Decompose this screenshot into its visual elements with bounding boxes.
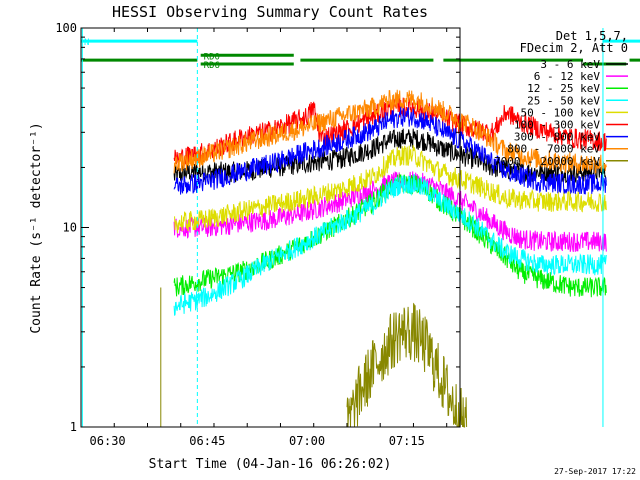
legend-item-8: 7000 - 20000 keV: [494, 155, 628, 168]
x-tick-label-2: 07:00: [289, 434, 325, 448]
legend-item-6: 300 - 800 keV: [514, 131, 628, 144]
legend-item-2: 12 - 25 keV: [527, 82, 628, 95]
series-line-7: [173, 89, 607, 174]
legend-label-5: 100 - 300 keV: [514, 119, 600, 132]
x-tick-label-0: 06:30: [90, 434, 126, 448]
x-axis-label: Start Time (04-Jan-16 06:26:02): [149, 457, 392, 472]
series-line-4: [174, 145, 607, 234]
y-axis-ticks: 1 10 100: [55, 21, 460, 434]
series-curves: [173, 89, 607, 428]
legend-label-1: 6 - 12 keV: [534, 70, 601, 83]
flag-label-0: N: [84, 38, 89, 48]
legend-item-0: 3 - 6 keV: [540, 58, 628, 71]
legend-label-8: 7000 - 20000 keV: [494, 155, 600, 168]
y-tick-label-2: 100: [55, 21, 77, 35]
legend-item-7: 800 - 7000 keV: [507, 143, 628, 156]
legend-label-7: 800 - 7000 keV: [507, 143, 600, 156]
flag-label-3: RD6: [204, 61, 220, 71]
legend-item-4: 50 - 100 keV: [521, 106, 628, 119]
legend-item-1: 6 - 12 keV: [534, 70, 628, 83]
series-line-2: [173, 173, 607, 298]
footer-date: 27-Sep-2017 17:22: [554, 467, 636, 476]
y-tick-label-0: 1: [70, 420, 77, 434]
series-line-8: [346, 302, 468, 428]
x-axis-ticks: 06:30 06:45 07:00 07:15: [80, 28, 448, 448]
legend-item-3: 25 - 50 keV: [527, 94, 628, 107]
legend-label-4: 50 - 100 keV: [521, 106, 601, 119]
legend-header-line-1: Det 1,5,7,: [556, 29, 628, 43]
legend-label-3: 25 - 50 keV: [527, 94, 600, 107]
chart-title: HESSI Observing Summary Count Rates: [112, 3, 428, 21]
legend-item-5: 100 - 300 keV: [514, 119, 628, 132]
legend-header-line-2: FDecim 2, Att 0: [520, 41, 628, 55]
legend-label-0: 3 - 6 keV: [540, 58, 600, 71]
legend-label-6: 300 - 800 keV: [514, 131, 600, 144]
flag-label-1: RD0: [204, 52, 220, 62]
y-axis-label: Count Rate (s⁻¹ detector⁻¹): [29, 122, 44, 333]
x-tick-label-3: 07:15: [389, 434, 425, 448]
y-tick-label-1: 10: [63, 221, 77, 235]
legend-label-2: 12 - 25 keV: [527, 82, 600, 95]
series-line-3: [173, 174, 607, 316]
series-line-6: [173, 106, 607, 195]
x-tick-label-1: 06:45: [189, 434, 225, 448]
